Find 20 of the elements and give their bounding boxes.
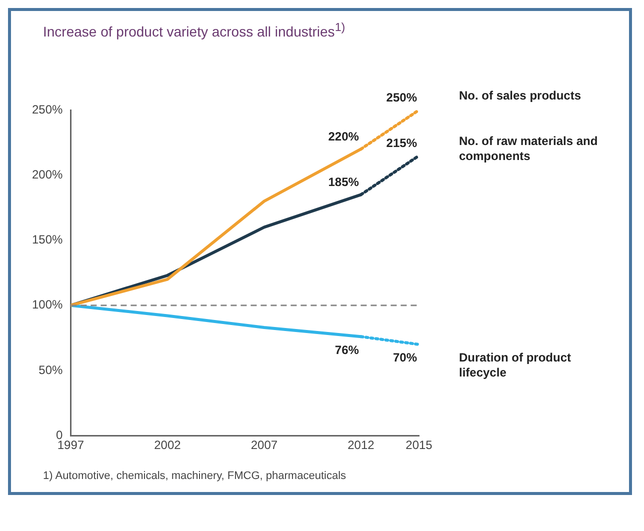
data-label: 220% [328,129,360,144]
x-tick-label: 2007 [250,438,278,452]
text: Duration of product lifecycle [459,350,571,380]
chart-title: Increase of product variety across all industries$^{1)}$ [43,21,346,40]
y-tick-label: 100% [32,297,64,312]
text: 1) Automotive, chemicals, machinery, FMCG, pharmaceuticals [43,470,348,482]
data-label: 250% [386,90,418,104]
data-label: 70% [392,350,418,364]
x-tick-label: 2012 [348,438,375,452]
x-tick-label: 2015 [406,438,433,452]
text: No. of sales products [459,88,582,102]
data-label: 185% [328,174,360,189]
y-tick-label: 200% [32,167,64,182]
y-tick-label: 150% [32,232,64,246]
y-tick-label: 50% [38,362,64,376]
y-tick-label: 250% [32,102,64,116]
x-tick-label: 2002 [154,438,182,452]
data-label: 215% [386,136,418,150]
data-label: 76% [334,342,360,357]
text: No. of raw materials and components [459,134,598,163]
